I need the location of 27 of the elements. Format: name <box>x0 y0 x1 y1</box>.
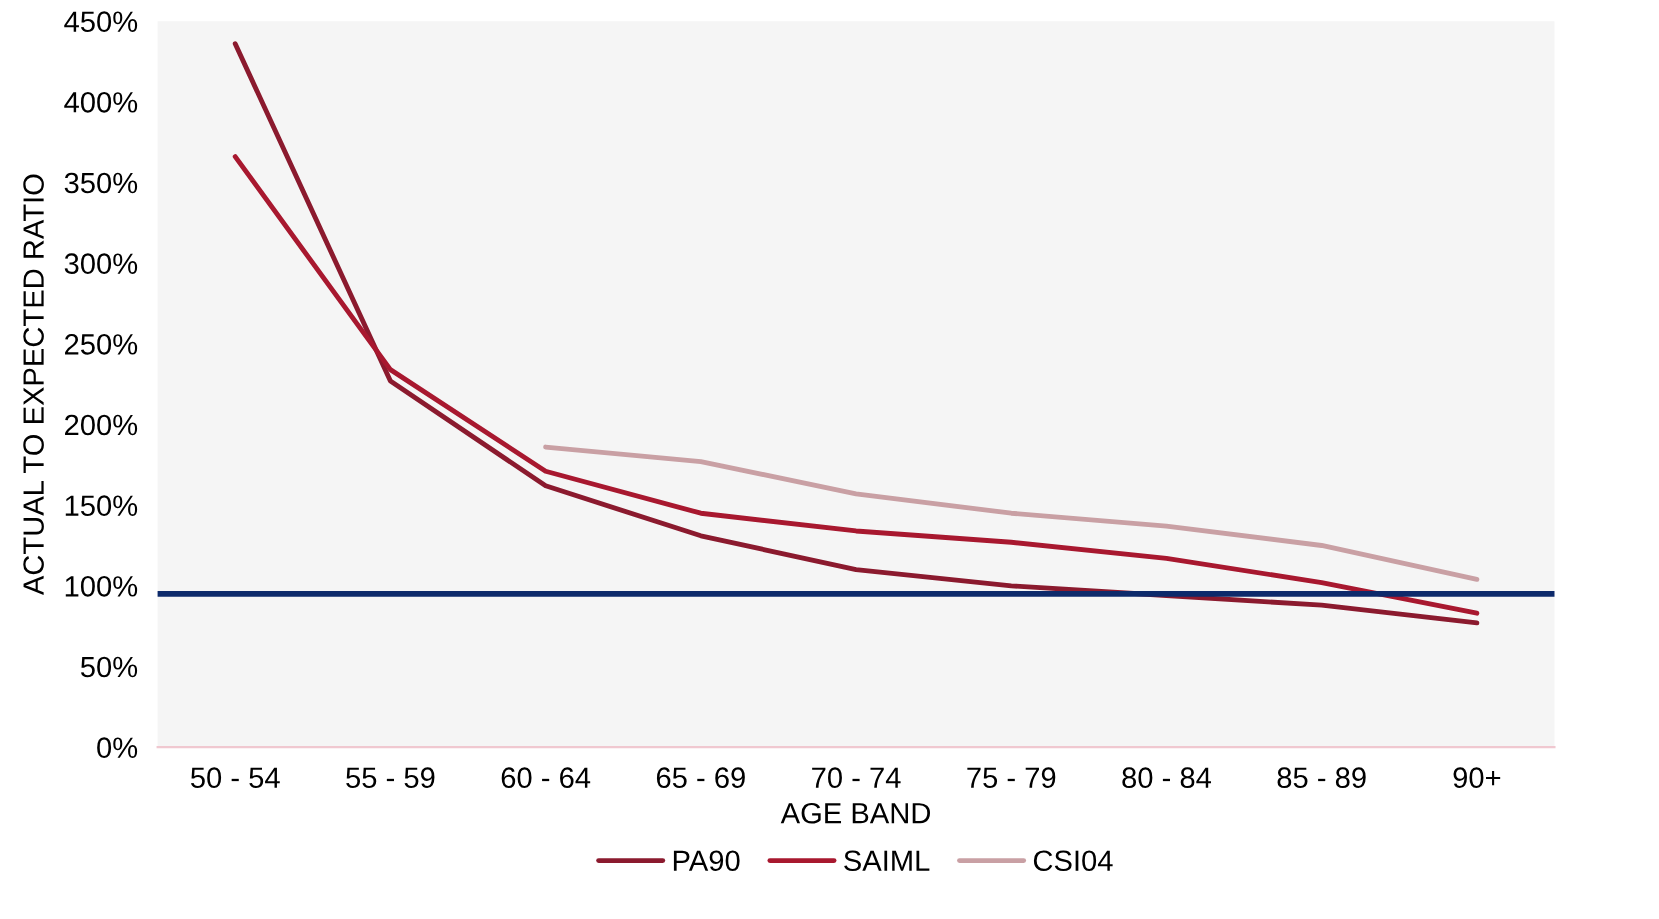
legend-label: SAIML <box>844 850 930 872</box>
x-tick-label: 55 - 59 <box>346 767 435 789</box>
y-tick-label: 300% <box>64 253 138 274</box>
x-tick-label: 85 - 89 <box>1277 767 1366 789</box>
legend-label: PA90 <box>673 850 740 872</box>
y-tick-label: 50% <box>80 656 138 678</box>
y-tick-label: 350% <box>64 172 138 194</box>
y-tick-label: 400% <box>64 92 138 113</box>
x-tick-label: 80 - 84 <box>1122 767 1212 789</box>
line-series <box>543 444 1480 582</box>
legend-label: CSI04 <box>1033 850 1113 872</box>
y-tick-label: 0% <box>97 737 138 758</box>
x-tick-label: 70 - 74 <box>812 767 901 789</box>
y-tick-label: 250% <box>65 334 138 355</box>
x-tick-label: 90+ <box>1453 767 1501 789</box>
x-axis-title: AGE BAND <box>780 802 931 824</box>
x-tick-label: 75 - 79 <box>967 767 1056 789</box>
line-series <box>232 41 1480 626</box>
y-axis-title: ACTUAL TO EXPECTED RATIO <box>23 174 44 596</box>
x-tick-label: 50 - 54 <box>190 767 280 789</box>
x-tick-label: 65 - 69 <box>656 767 745 789</box>
y-tick-label: 100% <box>65 576 138 597</box>
y-tick-label: 200% <box>65 414 138 436</box>
y-tick-label: 450% <box>64 11 138 32</box>
y-tick-label: 150% <box>65 495 138 516</box>
x-tick-label: 60 - 64 <box>501 767 591 789</box>
line-series <box>232 154 1480 616</box>
